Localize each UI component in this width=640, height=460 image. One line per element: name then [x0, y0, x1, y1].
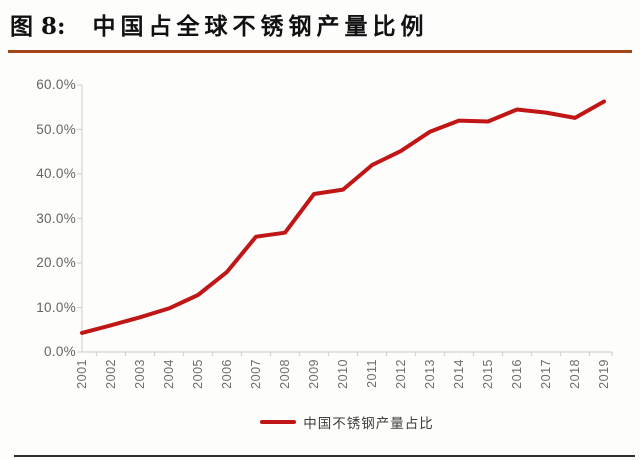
figure-title-text: 中国占全球不锈钢产量比例	[92, 13, 429, 40]
figure-title-prefix: 图 8:	[10, 13, 66, 40]
x-tick-label: 2011	[365, 359, 379, 388]
x-tick-label: 2013	[423, 359, 437, 389]
x-tick-label: 2012	[394, 359, 408, 389]
y-tick-label: 30.0%	[36, 210, 76, 226]
x-tick-label: 2006	[220, 359, 234, 389]
x-tick-label: 2016	[510, 359, 524, 389]
bottom-divider	[14, 455, 635, 457]
x-tick-label: 2001	[75, 359, 89, 389]
y-tick-label: 10.0%	[36, 299, 76, 315]
x-tick-label: 2005	[191, 359, 205, 389]
x-tick-label: 2015	[481, 359, 495, 389]
y-tick-label: 50.0%	[36, 121, 76, 137]
x-tick-label: 2019	[597, 359, 611, 389]
x-tick-label: 2007	[249, 359, 263, 389]
y-tick-label: 0.0%	[44, 344, 76, 359]
x-tick-label: 2014	[452, 359, 466, 389]
x-tick-label: 2004	[162, 359, 176, 389]
legend-line-swatch	[260, 420, 297, 424]
chart-legend: 中国不锈钢产量占比	[82, 412, 612, 432]
x-tick-label: 2008	[278, 359, 292, 389]
x-tick-label: 2010	[336, 359, 350, 389]
x-tick-label: 2017	[539, 359, 553, 389]
title-underline	[8, 50, 632, 53]
y-tick-label: 40.0%	[36, 166, 76, 181]
x-tick-label: 2002	[104, 359, 118, 389]
x-tick-label: 2003	[133, 359, 147, 389]
y-tick-label: 20.0%	[36, 255, 76, 270]
figure-title: 图 8: 中国占全球不锈钢产量比例	[10, 7, 429, 41]
legend-label: 中国不锈钢产量占比	[303, 416, 434, 431]
x-tick-label: 2009	[307, 359, 321, 389]
y-tick-label: 60.0%	[36, 77, 76, 92]
x-tick-label: 2018	[568, 359, 582, 389]
